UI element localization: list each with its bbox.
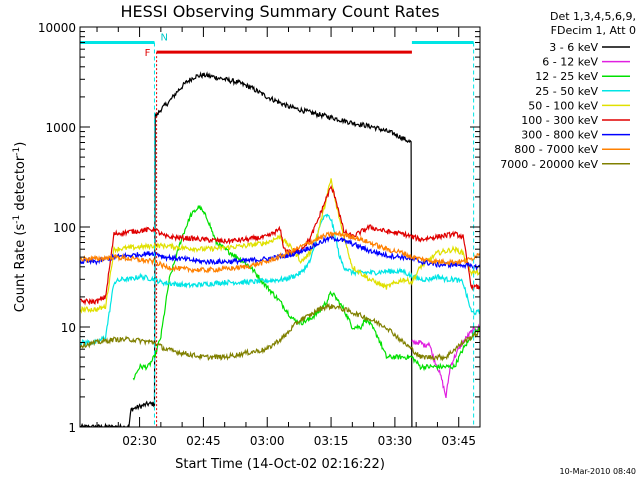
y-tick-label-3: 100 bbox=[53, 221, 76, 235]
series-line-2 bbox=[411, 323, 480, 399]
x-axis-label: Start Time (14-Oct-02 02:16:22) bbox=[175, 457, 385, 472]
legend-label-4: 25 - 50 keV bbox=[535, 85, 598, 98]
y-tick-label-2: 10 bbox=[61, 321, 76, 335]
legend-label-5: 50 - 100 keV bbox=[528, 99, 598, 112]
y-axis-label-sup1: -1 bbox=[12, 215, 22, 224]
y-axis-label-part2: detector bbox=[13, 155, 28, 215]
x-tick-label-2: 02:45 bbox=[186, 434, 221, 448]
y-axis-label-sup2: -1 bbox=[12, 147, 22, 156]
series-line-3 bbox=[132, 205, 480, 381]
y-tick-label-1: 1 bbox=[68, 421, 76, 435]
legend-label-6: 100 - 300 keV bbox=[521, 114, 598, 127]
series-line-8 bbox=[80, 230, 480, 274]
x-tick-label-6: 03:45 bbox=[441, 434, 476, 448]
y-axis-label-part3: ) bbox=[13, 142, 28, 147]
x-tick-label-5: 03:30 bbox=[378, 434, 413, 448]
plot-layer: FN bbox=[80, 32, 480, 427]
legend-header-line2: FDecim 1, Att 0 bbox=[551, 24, 636, 37]
y-tick-label-4: 1000 bbox=[45, 121, 76, 135]
flare-label: F bbox=[145, 48, 151, 59]
legend-label-8: 800 - 7000 keV bbox=[514, 143, 598, 156]
legend: Det 1,3,4,5,6,9, FDecim 1, Att 0 3 - 6 k… bbox=[500, 10, 636, 171]
y-axis-label-part1: Count Rate (s bbox=[13, 224, 28, 313]
legend-label-3: 12 - 25 keV bbox=[535, 70, 598, 83]
series-line-9 bbox=[80, 302, 480, 362]
legend-label-7: 300 - 800 keV bbox=[521, 129, 598, 142]
x-tick-label-3: 03:00 bbox=[250, 434, 285, 448]
legend-label-1: 3 - 6 keV bbox=[549, 41, 598, 54]
night-label: N bbox=[160, 32, 167, 43]
x-tick-label-1: 02:30 bbox=[122, 434, 157, 448]
series-line-1 bbox=[80, 71, 413, 427]
y-tick-label-5: 10000 bbox=[38, 21, 76, 35]
plot-clip-group bbox=[80, 40, 480, 427]
footer-timestamp: 10-Mar-2010 08:40 bbox=[560, 467, 637, 476]
chart-title: HESSI Observing Summary Count Rates bbox=[120, 2, 439, 21]
series-line-5 bbox=[80, 178, 480, 314]
x-tick-label-4: 03:15 bbox=[314, 434, 349, 448]
legend-label-2: 6 - 12 keV bbox=[542, 56, 598, 69]
legend-header-line1: Det 1,3,4,5,6,9, bbox=[550, 10, 636, 23]
series-line-6 bbox=[80, 184, 480, 306]
axes-layer: 02:30 02:45 03:00 03:15 03:30 03:45 1 10 100 1000… bbox=[38, 21, 481, 448]
y-axis-label: Count Rate (s-1 detector-1) bbox=[12, 142, 28, 313]
legend-label-9: 7000 - 20000 keV bbox=[500, 158, 598, 171]
